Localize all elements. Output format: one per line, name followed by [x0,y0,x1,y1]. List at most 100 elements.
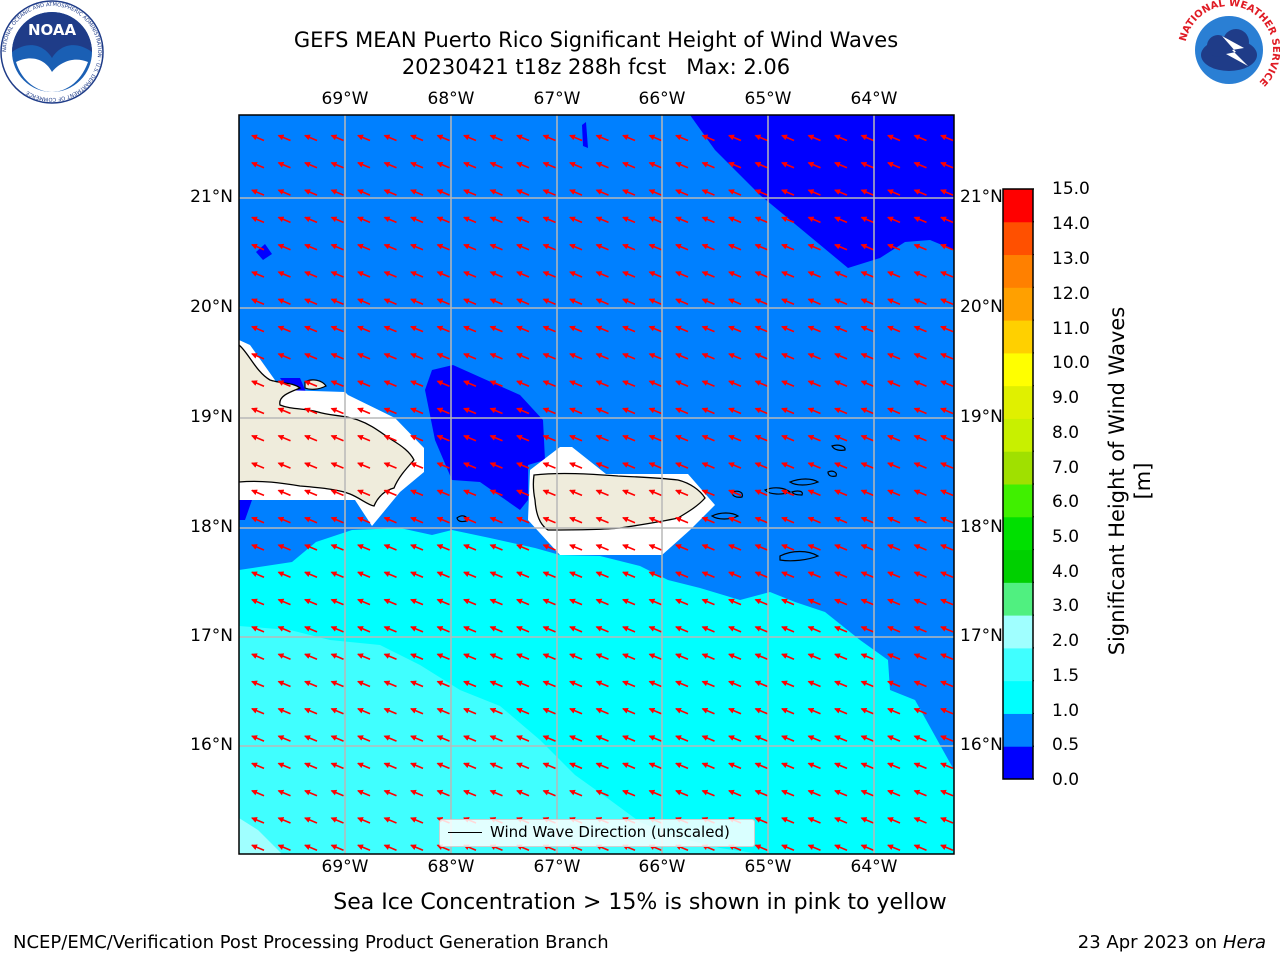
wave-direction-arrow [383,707,397,715]
wave-direction-arrow [569,353,583,360]
colorbar-block [1003,680,1033,714]
wave-direction-arrow [304,325,318,333]
wave-direction-arrow [675,161,689,169]
wave-direction-arrow [860,380,874,387]
wave-direction-arrow [807,407,821,415]
wave-direction-arrow [410,735,424,742]
lat-label-left: 17°N [190,626,233,646]
wave-direction-arrow [622,161,636,169]
wave-direction-arrow [357,598,371,606]
wave-direction-arrow [754,817,768,824]
map-frame [238,114,955,855]
wave-direction-arrow [940,571,954,579]
wave-direction-arrow [277,243,291,251]
lon-label-bottom: 67°W [533,857,581,877]
colorbar-block [1003,549,1033,583]
wave-direction-arrow [807,844,821,852]
wave-direction-arrow [754,271,768,278]
wave-direction-arrow [728,161,742,169]
wave-direction-arrow [781,325,795,333]
wave-direction-arrow [304,653,318,660]
colorbar-tick-label: 9.0 [1052,388,1080,408]
wave-direction-arrow [807,434,821,442]
wave-direction-arrow [701,462,715,469]
wave-direction-arrow [489,462,503,469]
wave-direction-arrow [330,626,344,633]
wave-direction-arrow [357,380,371,387]
wave-direction-arrow [516,271,530,278]
wave-direction-arrow [436,189,450,196]
wave-direction-arrow [304,271,318,278]
wave-direction-arrow [277,216,291,224]
wave-direction-arrow [781,707,795,715]
wave-direction-arrow [887,735,901,742]
wave-direction-arrow [251,762,265,770]
wave-direction-arrow [940,762,954,770]
wave-direction-arrow [410,434,424,442]
wave-direction-arrow [277,434,291,442]
wave-direction-arrow [887,516,901,524]
wave-direction-arrow [357,789,371,797]
wave-direction-arrow [807,243,821,251]
wave-direction-arrow [489,544,503,551]
wave-direction-arrow [781,789,795,797]
wave-direction-arrow [277,789,291,797]
wave-direction-arrow [304,353,318,360]
wave-direction-arrow [330,462,344,469]
wave-direction-arrow [542,598,556,606]
wave-direction-arrow [542,544,556,551]
wave-direction-arrow [807,626,821,633]
wave-direction-arrow [648,735,662,742]
wave-direction-arrow [542,516,556,524]
wave-direction-arrow [463,434,477,442]
wave-direction-arrow [595,626,609,633]
wave-direction-arrow [277,489,291,497]
wave-direction-arrow [913,544,927,551]
wave-direction-arrow [648,161,662,169]
wave-direction-arrow [728,762,742,770]
wave-direction-arrow [330,353,344,360]
wave-direction-arrow [754,789,768,797]
wave-direction-arrow [304,134,318,142]
wave-direction-arrow [887,325,901,333]
wave-direction-arrow [330,271,344,278]
wave-direction-arrow [834,707,848,715]
wave-direction-arrow [304,598,318,606]
wave-direction-arrow [834,189,848,196]
lat-label-right: 21°N [960,187,1003,207]
wave-direction-arrow [251,735,265,742]
wave-direction-arrow [728,598,742,606]
wave-direction-arrow [463,680,477,688]
colorbar-tick-label: 10.0 [1052,353,1090,373]
colorbar-block [1003,418,1033,452]
wave-direction-arrow [277,161,291,169]
wave-direction-arrow [277,189,291,196]
lon-label-bottom: 65°W [744,857,792,877]
wave-direction-arrow [383,544,397,551]
wave-direction-arrow [781,243,795,251]
wave-direction-arrow [330,298,344,306]
wave-direction-arrow [463,653,477,660]
wave-direction-arrow [913,407,927,415]
wave-direction-arrow [940,844,954,852]
wave-direction-arrow [728,380,742,387]
wave-direction-arrow [436,243,450,251]
wave-direction-arrow [807,817,821,824]
wave-direction-arrow [834,271,848,278]
wave-direction-arrow [781,571,795,579]
lon-label-top: 65°W [744,89,792,109]
wave-direction-arrow [940,189,954,196]
wave-direction-arrow [251,817,265,824]
wave-direction-arrow [728,571,742,579]
wave-direction-arrow [569,243,583,251]
wave-direction-arrow [754,353,768,360]
wave-direction-arrow [754,462,768,469]
wave-direction-arrow [304,243,318,251]
wave-direction-arrow [569,161,583,169]
wave-direction-arrow [913,462,927,469]
wave-direction-arrow [595,680,609,688]
wave-field-0_0-0_5-speck-1 [256,244,272,260]
wave-direction-arrow [913,134,927,142]
wave-direction-arrow [781,407,795,415]
wave-direction-arrow [728,189,742,196]
